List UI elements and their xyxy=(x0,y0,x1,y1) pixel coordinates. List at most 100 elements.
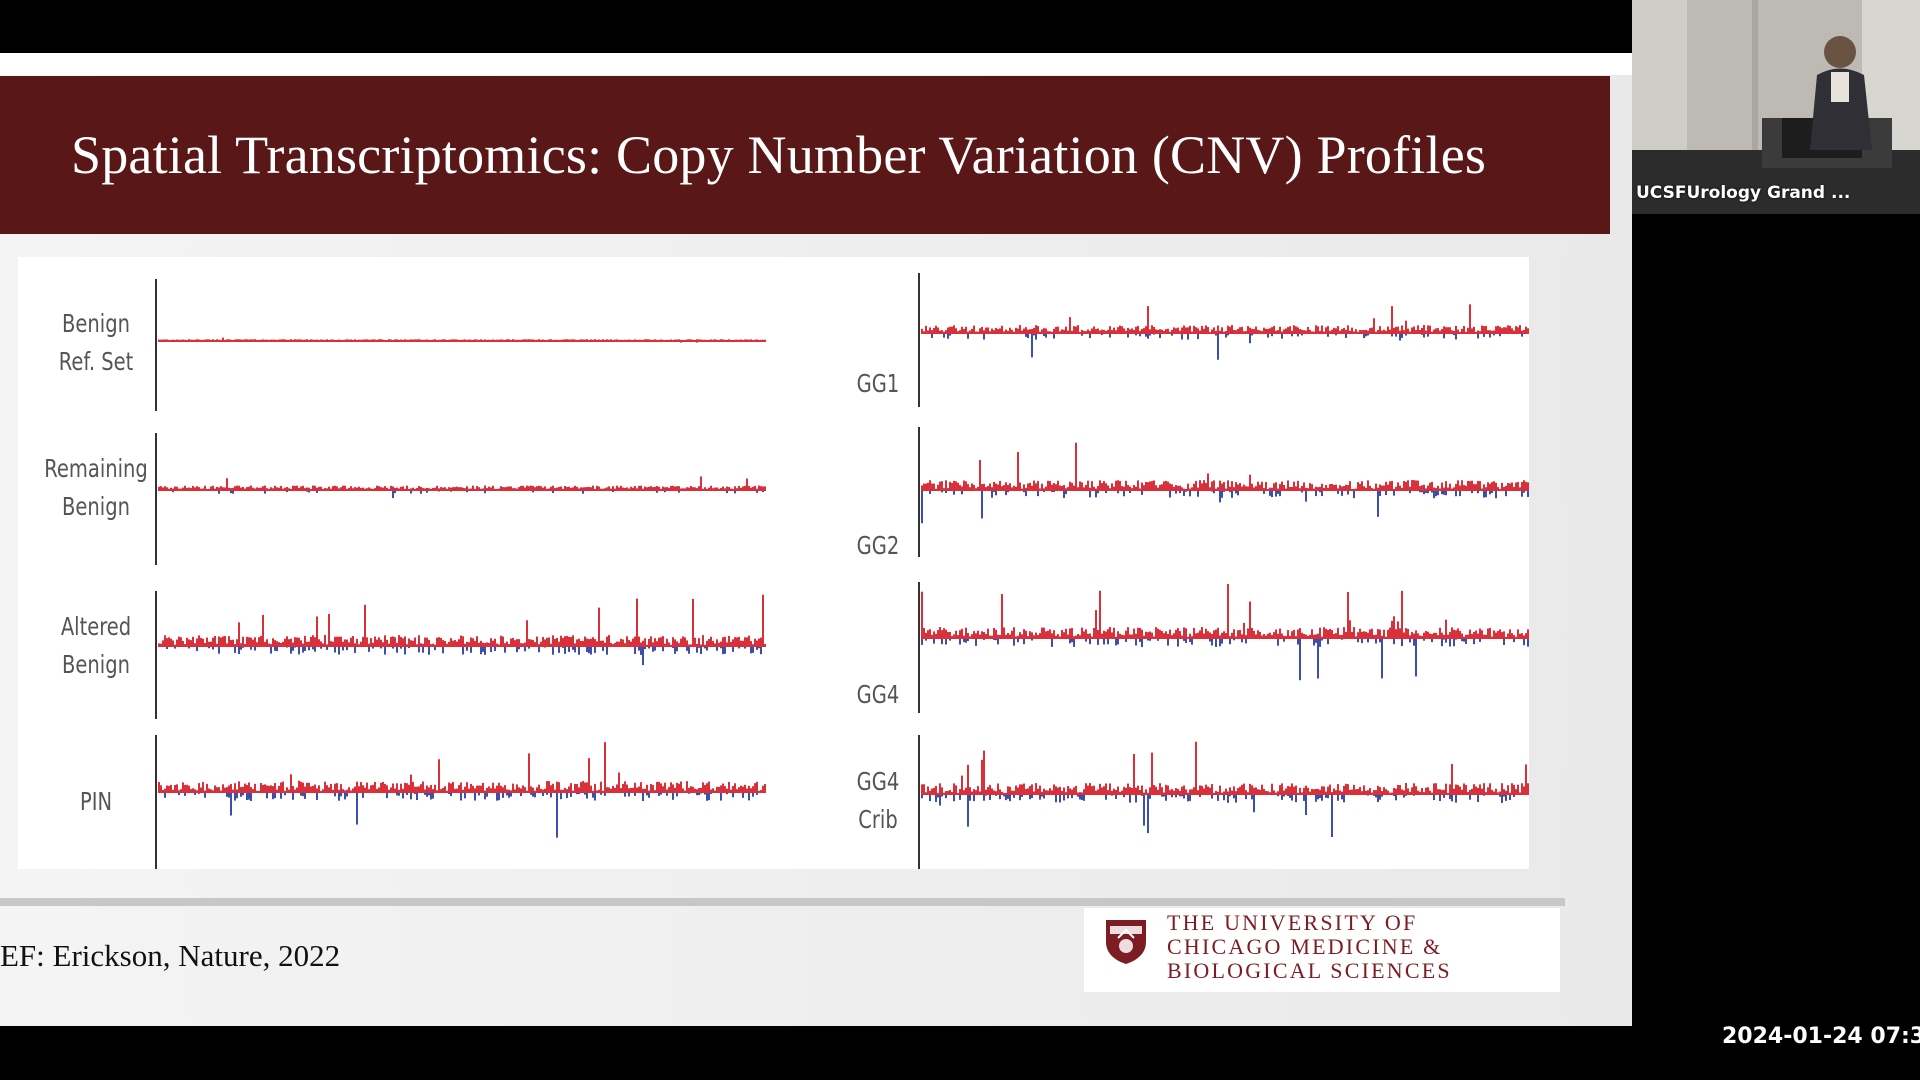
cnv-gain-bar xyxy=(508,339,510,342)
cnv-gain-bar xyxy=(1055,326,1057,334)
cnv-gain-bar xyxy=(1237,788,1239,795)
speaker-video-tile[interactable]: UCSFUrology Grand ... xyxy=(1632,0,1920,214)
cnv-gain-bar xyxy=(432,339,434,342)
cnv-gain-bar xyxy=(278,785,280,793)
cnv-gain-bar xyxy=(1025,327,1027,334)
cnv-gain-bar xyxy=(210,486,212,491)
cnv-gain-bar xyxy=(1337,326,1339,334)
cnv-gain-bar xyxy=(1293,629,1295,639)
slide-title: Spatial Transcriptomics: Copy Number Var… xyxy=(71,125,1487,185)
cnv-gain-bar xyxy=(318,639,320,647)
cnv-gain-bar xyxy=(1335,328,1337,334)
cnv-loss-bar xyxy=(372,647,374,649)
cnv-gain-bar xyxy=(246,785,248,793)
cnv-loss-bar xyxy=(1163,795,1165,797)
cnv-gain-bar xyxy=(286,787,288,793)
cnv-gain-bar xyxy=(274,485,276,491)
cnv-gain-bar xyxy=(1403,632,1405,639)
cnv-gain-bar xyxy=(380,782,382,793)
cnv-loss-bar xyxy=(941,639,943,645)
cnv-gain-bar xyxy=(1401,789,1403,795)
cnv-loss-bar xyxy=(991,491,993,498)
cnv-gain-bar xyxy=(534,487,536,491)
cnv-gain-bar xyxy=(528,753,530,793)
cnv-gain-bar xyxy=(262,486,264,491)
cnv-loss-bar xyxy=(1097,639,1099,645)
cnv-loss-bar xyxy=(600,793,602,795)
cnv-gain-bar xyxy=(410,339,412,342)
cnv-gain-bar xyxy=(1303,787,1305,795)
cnv-loss-bar xyxy=(1251,334,1253,336)
cnv-gain-bar xyxy=(702,488,704,491)
cnv-gain-bar xyxy=(1189,325,1191,334)
cnv-gain-bar xyxy=(586,339,588,342)
cnv-loss-bar xyxy=(1147,334,1149,339)
cnv-gain-bar xyxy=(714,339,716,342)
cnv-loss-bar xyxy=(1135,334,1137,336)
cnv-gain-bar xyxy=(975,331,977,334)
cnv-gain-bar xyxy=(1501,482,1503,491)
cnv-gain-bar xyxy=(218,636,220,647)
cnv-gain-bar xyxy=(198,487,200,491)
cnv-gain-bar xyxy=(374,781,376,793)
cnv-gain-bar xyxy=(941,481,943,491)
cnv-gain-bar xyxy=(492,339,494,342)
cnv-gain-bar xyxy=(943,331,945,334)
cnv-gain-bar xyxy=(1093,627,1095,639)
cnv-gain-bar xyxy=(1215,790,1217,795)
cnv-gain-bar xyxy=(1449,327,1451,334)
cnv-gain-bar xyxy=(548,339,550,342)
cnv-gain-bar xyxy=(1483,634,1485,639)
cnv-loss-bar xyxy=(734,491,736,494)
cnv-gain-bar xyxy=(220,486,222,491)
cnv-gain-bar xyxy=(266,339,268,342)
cnv-gain-bar xyxy=(404,339,406,342)
cnv-gain-bar xyxy=(1359,628,1361,639)
cnv-gain-bar xyxy=(1491,330,1493,334)
cnv-gain-bar xyxy=(180,488,182,491)
cnv-gain-bar xyxy=(392,486,394,491)
cnv-gain-bar xyxy=(640,782,642,793)
cnv-gain-bar xyxy=(182,339,184,342)
cnv-gain-bar xyxy=(606,787,608,793)
cnv-gain-bar xyxy=(408,784,410,793)
cnv-loss-bar xyxy=(1401,334,1403,338)
cnv-gain-bar xyxy=(1039,488,1041,491)
cnv-gain-bar xyxy=(1185,488,1187,491)
cnv-gain-bar xyxy=(488,339,490,342)
cnv-loss-bar xyxy=(1211,491,1213,492)
cnv-loss-bar xyxy=(1149,334,1151,336)
cnv-gain-bar xyxy=(1245,331,1247,334)
cnv-gain-bar xyxy=(600,640,602,647)
cnv-gain-bar xyxy=(1477,330,1479,334)
cnv-gain-bar xyxy=(560,486,562,491)
cnv-gain-bar xyxy=(967,484,969,491)
cnv-loss-bar xyxy=(1153,334,1155,335)
cnv-gain-bar xyxy=(1133,754,1135,795)
cnv-loss-bar xyxy=(196,647,198,652)
cnv-gain-bar xyxy=(1329,484,1331,491)
cnv-loss-bar xyxy=(634,793,636,796)
cnv-gain-bar xyxy=(416,488,418,491)
cnv-gain-bar xyxy=(1015,486,1017,491)
cnv-loss-bar xyxy=(1361,639,1363,644)
cnv-gain-bar xyxy=(448,641,450,647)
cnv-gain-bar xyxy=(1269,632,1271,639)
cnv-gain-bar xyxy=(192,788,194,793)
cnv-gain-bar xyxy=(1349,330,1351,334)
cnv-gain-bar xyxy=(937,792,939,795)
cnv-gain-bar xyxy=(644,486,646,491)
cnv-gain-bar xyxy=(496,785,498,793)
cnv-gain-bar xyxy=(580,487,582,491)
cnv-loss-bar xyxy=(1107,639,1109,645)
cnv-gain-bar xyxy=(1471,480,1473,491)
cnv-gain-bar xyxy=(1007,485,1009,491)
cnv-gain-bar xyxy=(1361,481,1363,491)
cnv-gain-bar xyxy=(438,488,440,491)
cnv-loss-bar xyxy=(995,491,997,496)
cnv-gain-bar xyxy=(1157,330,1159,334)
cnv-gain-bar xyxy=(524,787,526,793)
cnv-gain-bar xyxy=(190,339,192,342)
cnv-gain-bar xyxy=(1045,790,1047,795)
cnv-gain-bar xyxy=(1029,329,1031,334)
